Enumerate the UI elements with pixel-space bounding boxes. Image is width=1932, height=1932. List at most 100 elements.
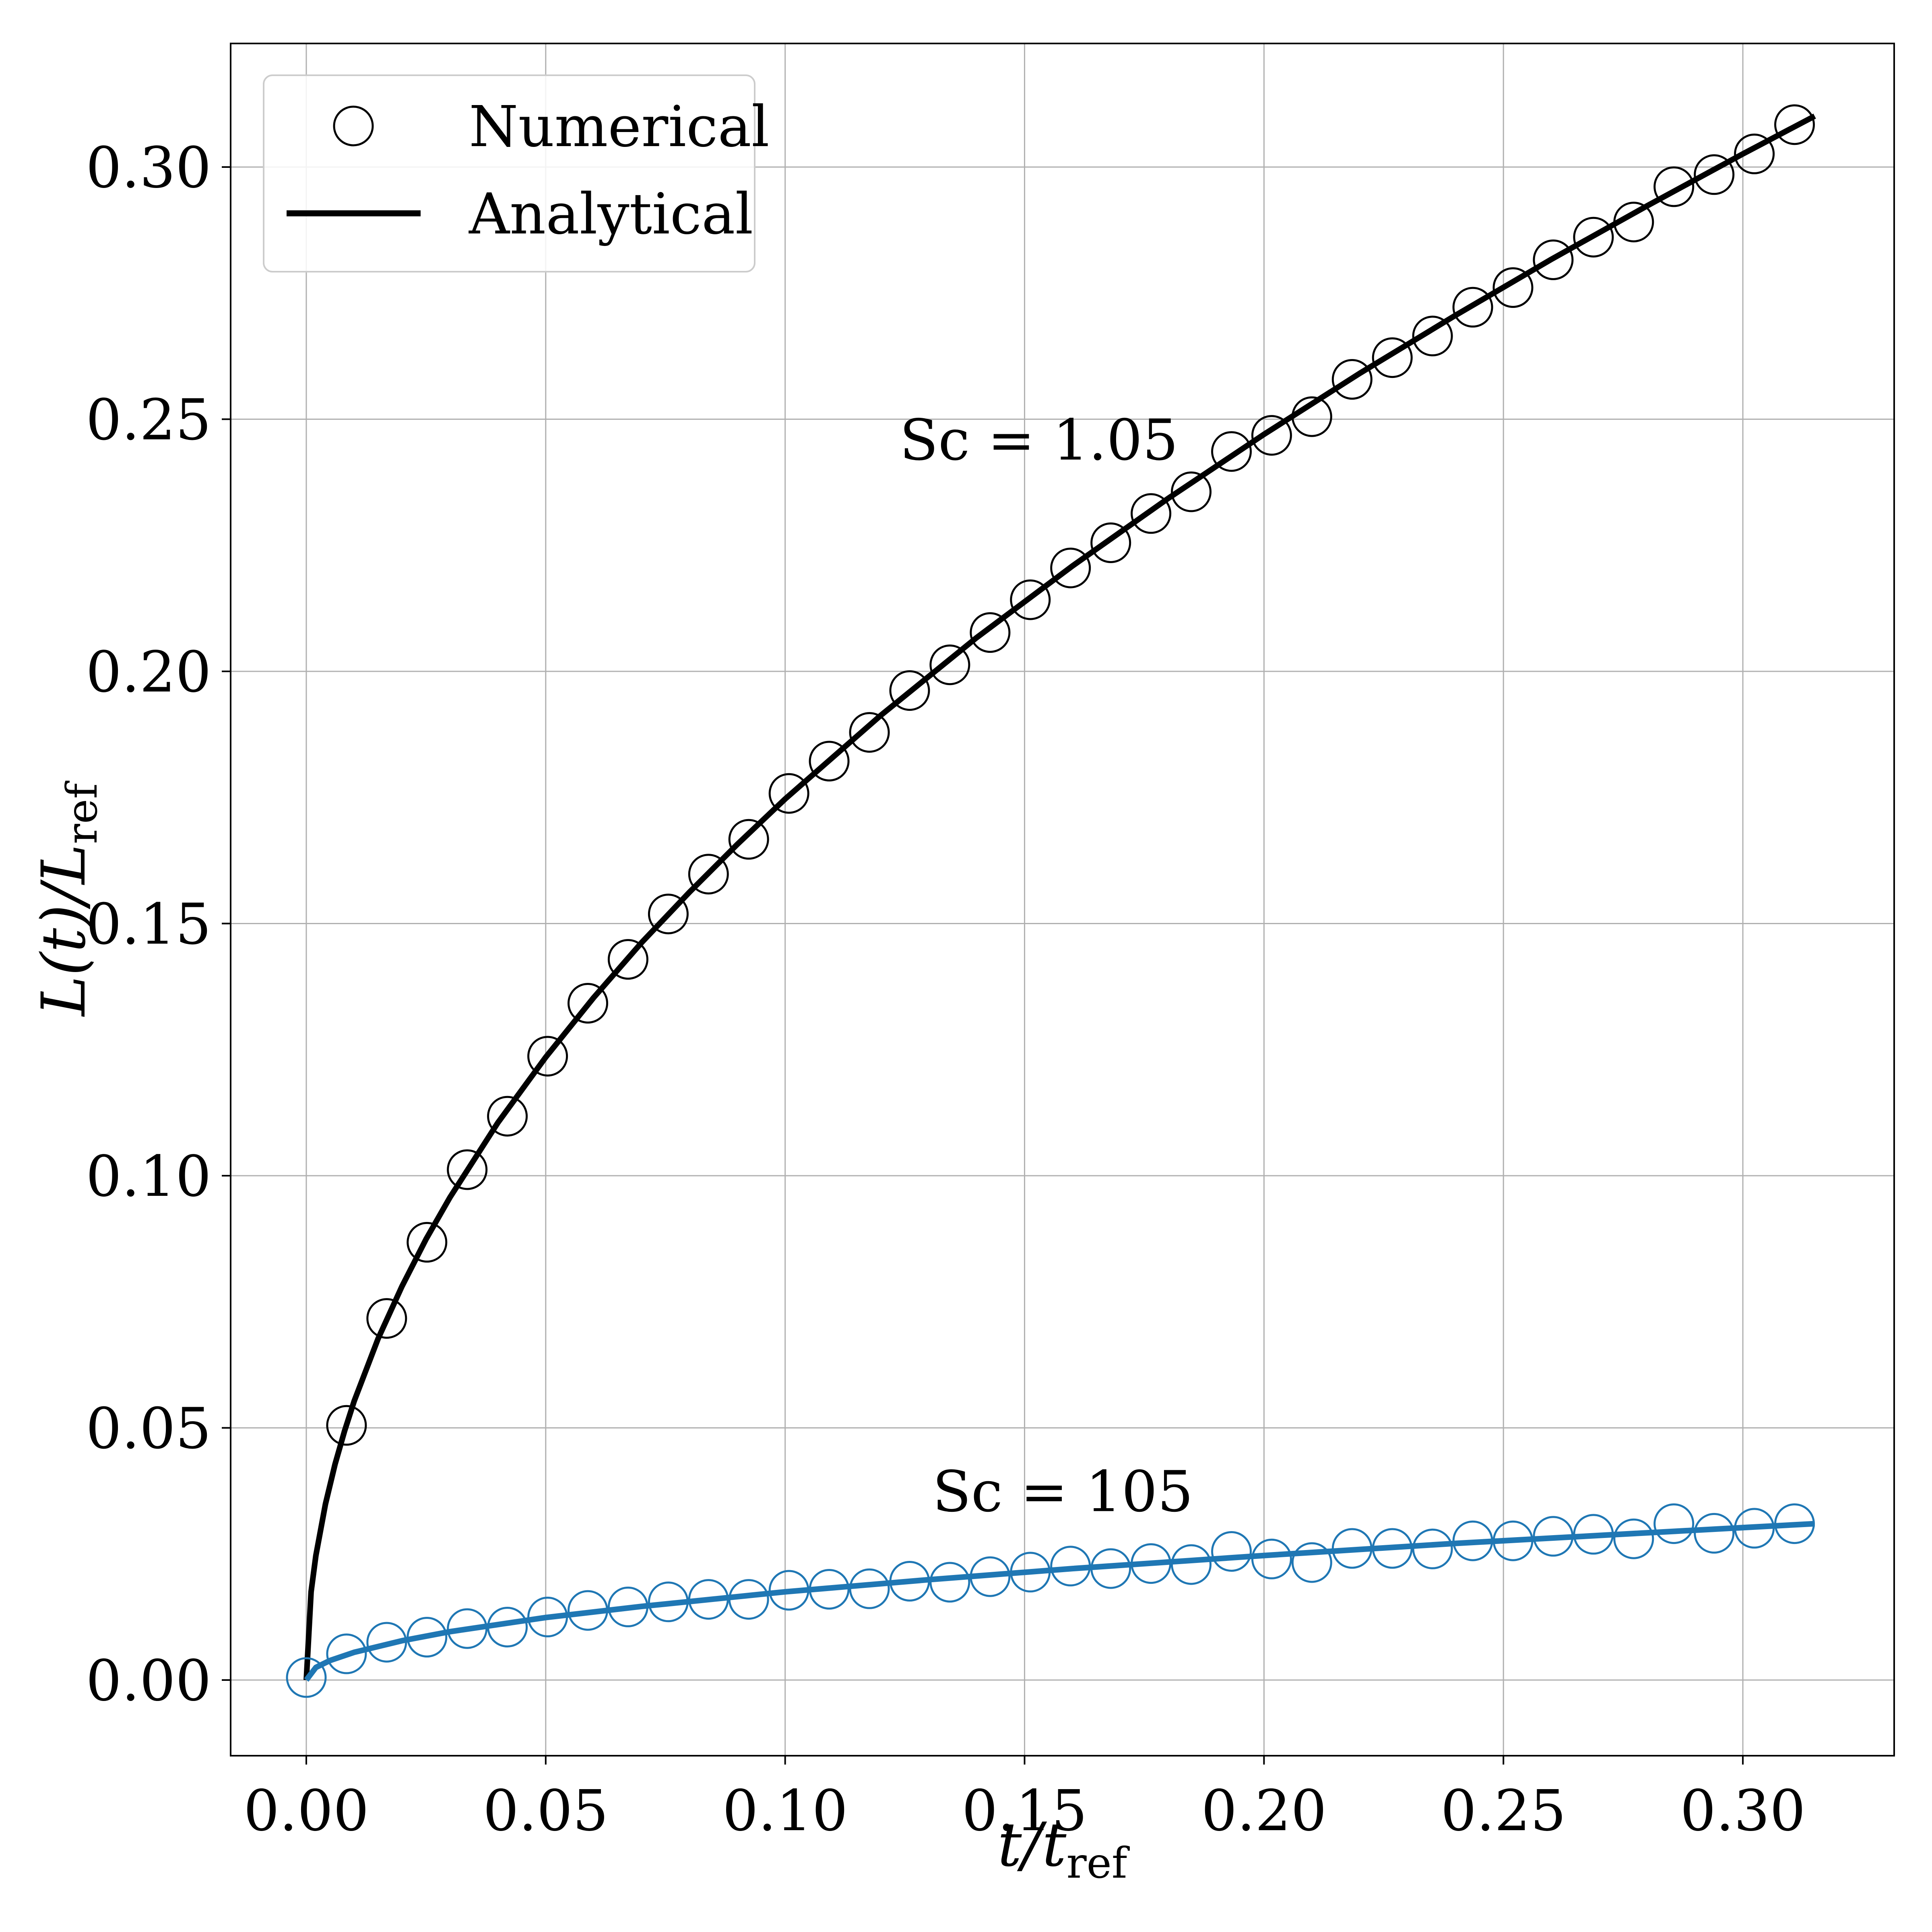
- numerical-marker: [1452, 287, 1493, 328]
- numerical-marker: [1251, 1538, 1292, 1579]
- x-axis-label-main: t/t: [997, 1810, 1067, 1880]
- numerical-marker: [607, 939, 648, 980]
- numerical-marker: [1492, 267, 1534, 308]
- y-tick-label: 0.30: [86, 135, 211, 201]
- numerical-marker: [568, 983, 608, 1024]
- numerical-marker: [1331, 1528, 1373, 1569]
- y-tick-label: 0.25: [86, 387, 211, 453]
- numerical-marker: [1171, 471, 1212, 512]
- x-tick-label: 0.30: [1680, 1778, 1806, 1844]
- numerical-marker: [849, 1568, 890, 1609]
- legend-label-numerical: Numerical: [469, 94, 770, 160]
- y-axis-label-sub: ref: [58, 780, 107, 844]
- numerical-marker: [849, 712, 890, 753]
- numerical-marker: [527, 1036, 568, 1077]
- y-axis-label-main: L(t)/L: [29, 844, 99, 1017]
- numerical-marker: [366, 1298, 407, 1339]
- numerical-marker: [889, 670, 930, 711]
- annotations: Sc = 1.05 Sc = 105: [900, 408, 1193, 1525]
- numerical-marker: [889, 1561, 930, 1602]
- numerical-marker: [487, 1096, 528, 1137]
- numerical-marker: [407, 1222, 448, 1263]
- legend-marker-numerical: [333, 105, 374, 147]
- numerical-marker: [1050, 1546, 1091, 1587]
- numerical-marker: [326, 1633, 367, 1674]
- numerical-marker: [1211, 431, 1252, 472]
- legend-label-analytical: Analytical: [469, 182, 753, 247]
- y-tick-label: 0.10: [86, 1144, 211, 1210]
- numerical-marker: [1734, 133, 1775, 174]
- y-tick-label: 0.05: [86, 1396, 211, 1462]
- numerical-marker: [1090, 1548, 1131, 1589]
- y-axis-label: L(t)/Lref: [29, 780, 107, 1017]
- y-tick-label: 0.20: [86, 640, 211, 705]
- x-tick-label: 0.00: [244, 1778, 369, 1844]
- numerical-marker: [1131, 1543, 1172, 1584]
- y-tick-label: 0.15: [86, 892, 211, 958]
- numerical-marker: [1131, 493, 1172, 534]
- numerical-marker: [1291, 396, 1332, 437]
- annotation-label: Sc = 1.05: [900, 408, 1178, 473]
- plot-frame: [230, 43, 1895, 1757]
- numerical-marker: [1291, 1542, 1332, 1583]
- numerical-marker: [407, 1617, 448, 1657]
- x-axis-label: t/tref: [997, 1810, 1130, 1888]
- numerical-marker: [970, 1556, 1011, 1597]
- legend-box: [263, 74, 755, 272]
- legend: Numerical Analytical: [263, 74, 770, 272]
- analytical-curve-0: [303, 114, 1816, 1680]
- numerical-marker: [1211, 1531, 1252, 1572]
- x-tick-label: 0.10: [722, 1778, 848, 1844]
- axis-ticks: 0.00 0.05 0.10 0.15 0.20 0.25 0.30 0.00 0.05 0.10…: [86, 135, 1806, 1844]
- numerical-marker: [1331, 359, 1373, 400]
- numerical-marker: [1251, 415, 1292, 456]
- numerical-marker: [648, 894, 689, 935]
- numerical-marker: [1653, 166, 1695, 207]
- numerical-marker: [1573, 217, 1614, 258]
- numerical-marker: [1694, 1513, 1735, 1554]
- numerical-marker: [1734, 1508, 1775, 1549]
- numerical-marker: [447, 1149, 488, 1190]
- numerical-marker: [688, 854, 729, 895]
- analytical-curve-2: [304, 1521, 1815, 1682]
- numerical-marker: [1533, 239, 1574, 280]
- numerical-marker: [366, 1622, 407, 1663]
- x-tick-label: 0.05: [483, 1778, 609, 1844]
- numerical-marker: [1533, 1516, 1574, 1557]
- numerical-marker: [447, 1608, 488, 1649]
- numerical-marker: [568, 1590, 608, 1631]
- plot-series: [286, 104, 1816, 1698]
- numerical-marker: [809, 741, 850, 782]
- numerical-marker: [1694, 154, 1735, 195]
- y-tick-label: 0.00: [86, 1648, 211, 1714]
- numerical-marker: [1412, 1528, 1453, 1569]
- x-axis-label-sub: ref: [1066, 1839, 1130, 1888]
- numerical-marker: [1774, 1503, 1815, 1544]
- x-tick-label: 0.20: [1201, 1778, 1327, 1844]
- numerical-marker: [1573, 1514, 1614, 1555]
- numerical-marker: [1090, 522, 1131, 563]
- grid: [231, 43, 1894, 1756]
- numerical-marker: [688, 1579, 729, 1620]
- numerical-marker: [809, 1569, 850, 1610]
- annotation-label: Sc = 105: [933, 1459, 1193, 1525]
- numerical-marker: [1010, 579, 1051, 620]
- numerical-marker: [1050, 547, 1091, 588]
- x-tick-label: 0.25: [1441, 1778, 1566, 1844]
- numerical-marker: [326, 1405, 367, 1446]
- numerical-marker: [1452, 1520, 1493, 1561]
- numerical-marker: [1492, 1520, 1534, 1561]
- numerical-marker: [1774, 104, 1815, 145]
- numerical-marker: [527, 1596, 568, 1637]
- numerical-marker: [728, 1579, 769, 1620]
- numerical-marker: [648, 1581, 689, 1622]
- numerical-marker: [1653, 1503, 1695, 1544]
- numerical-marker: [286, 1657, 327, 1698]
- numerical-marker: [1412, 316, 1453, 357]
- numerical-marker: [1171, 1544, 1212, 1585]
- numerical-marker: [487, 1607, 528, 1647]
- numerical-marker: [768, 773, 809, 814]
